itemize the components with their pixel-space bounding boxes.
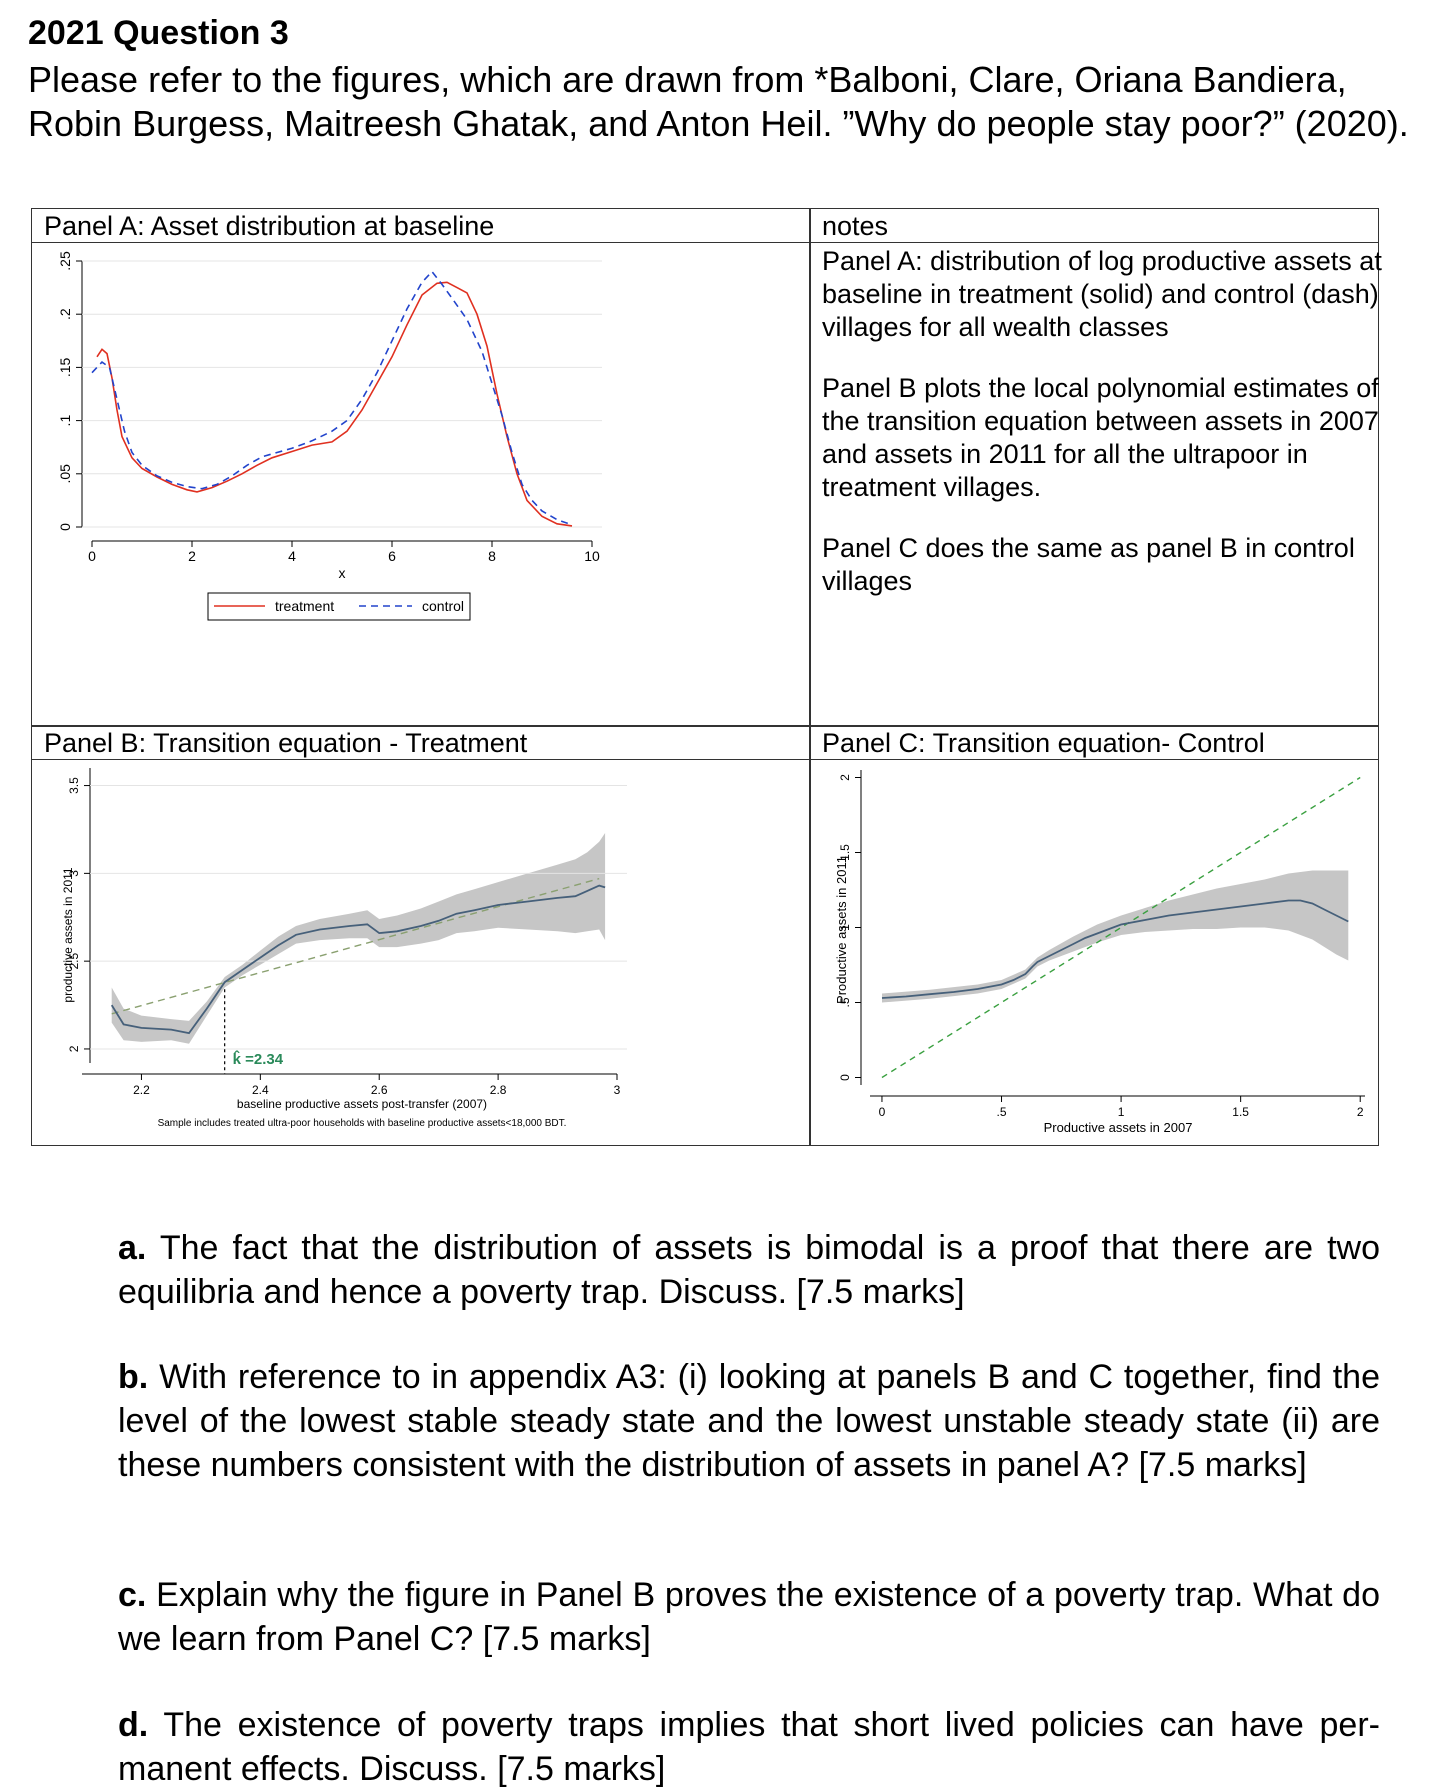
- x-tick-label: 8: [488, 548, 496, 564]
- y-tick-label: .2: [57, 308, 73, 320]
- y-tick-label: 0: [57, 523, 73, 531]
- question-a-label: a.: [118, 1229, 147, 1267]
- x-axis-label: Productive assets in 2007: [1044, 1120, 1193, 1135]
- question-b-label: b.: [118, 1358, 149, 1396]
- notes-body: Panel A: distribution of log productive …: [822, 245, 1382, 626]
- note-panel-b: Panel B plots the local polynomial estim…: [822, 373, 1379, 502]
- y-tick-label: .05: [57, 464, 73, 484]
- note-panel-c: Panel C does the same as panel B in cont…: [822, 533, 1355, 596]
- notes-panel: notes Panel A: distribution of log produ…: [809, 208, 1382, 727]
- panel-b: Panel B: Transition equation - Treatment…: [31, 725, 811, 1146]
- x-tick-label: 3: [614, 1083, 621, 1097]
- question-c: c. Explain why the figure in Panel B pro…: [118, 1573, 1380, 1661]
- question-title: 2021 Question 3: [28, 14, 289, 52]
- transition-curve: [881, 899, 1349, 999]
- y-tick-label: 0: [838, 1074, 852, 1081]
- y-tick-label: 2: [67, 1045, 81, 1052]
- x-tick-label: 6: [388, 548, 396, 564]
- question-c-label: c.: [118, 1576, 147, 1614]
- question-a: a. The fact that the distribution of ass…: [118, 1226, 1380, 1314]
- k-hat-annotation: k̂ =2.34: [233, 1049, 284, 1068]
- panel-a-title: Panel A: Asset distribution at baseline: [44, 211, 495, 241]
- y-tick-label: .5: [838, 997, 852, 1007]
- y-tick-label: 1.5: [838, 844, 852, 861]
- y-tick-label: 3.5: [67, 777, 81, 794]
- panel-b-title: Panel B: Transition equation - Treatment: [44, 728, 528, 758]
- panel-a: Panel A: Asset distribution at baseline …: [31, 208, 811, 727]
- x-tick-label: 2.6: [371, 1083, 388, 1097]
- panel-c: Panel C: Transition equation- Control 0.…: [809, 725, 1379, 1146]
- question-d: d. The existence of poverty traps implie…: [118, 1703, 1380, 1791]
- series-line-control: [91, 270, 573, 526]
- notes-title: notes: [822, 211, 889, 241]
- x-tick-label: .5: [997, 1105, 1007, 1119]
- x-axis-label: x: [339, 565, 346, 581]
- transition-curve: [110, 884, 606, 1035]
- x-tick-label: 4: [288, 548, 296, 564]
- question-c-text: Explain why the figure in Panel B proves…: [118, 1576, 1380, 1658]
- legend-label-treatment: treatment: [275, 598, 334, 614]
- y-tick-label: .25: [57, 251, 73, 271]
- confidence-band: [111, 833, 606, 1044]
- question-b-text: With reference to in appendix A3: (i) lo…: [118, 1358, 1380, 1484]
- y-tick-label: 2: [838, 774, 852, 781]
- x-tick-label: 2: [188, 548, 196, 564]
- intro-text: Please refer to the figures, which are d…: [28, 59, 1409, 144]
- x-tick-label: 0: [88, 548, 96, 564]
- x-tick-label: 10: [584, 548, 600, 564]
- x-tick-label: 2.8: [490, 1083, 507, 1097]
- legend: treatment control: [207, 592, 471, 621]
- y-tick-label: 1: [838, 924, 852, 931]
- question-b: b. With reference to in appendix A3: (i)…: [118, 1355, 1380, 1487]
- confidence-band: [882, 870, 1349, 1003]
- series-line-treatment: [96, 281, 573, 527]
- y-tick-label: 3: [67, 870, 81, 877]
- x-tick-label: 1.5: [1232, 1105, 1249, 1119]
- x-tick-label: 2.4: [252, 1083, 269, 1097]
- sample-note: Sample includes treated ultra-poor house…: [158, 1118, 567, 1129]
- reference-45-line: [111, 877, 600, 1015]
- x-tick-label: 2: [1357, 1105, 1364, 1119]
- y-axis-label: productive assets in 2011: [61, 867, 75, 1003]
- legend-label-control: control: [422, 598, 464, 614]
- panel-b-chart: 2 2.5 3 3.5 2.2 2.4 2.6 2.8 3 k̂ =2.34 baseline pr…: [61, 768, 627, 1129]
- y-tick-label: .1: [57, 415, 73, 427]
- x-tick-label: 2.2: [133, 1083, 150, 1097]
- y-tick-label: .15: [57, 357, 73, 377]
- question-d-text: The existence of poverty traps implies t…: [118, 1706, 1380, 1788]
- y-axis-label: Productive assets in 2011: [834, 856, 849, 1004]
- x-axis-label: baseline productive assets post-transfer…: [237, 1097, 487, 1111]
- question-a-text: The fact that the distribution of assets…: [118, 1229, 1380, 1311]
- panel-a-chart: 0 .05 .1 .15 .2 .25 0 2 4 6 8 10 x treatment control: [57, 251, 602, 621]
- x-tick-label: 0: [879, 1105, 886, 1119]
- panel-c-title: Panel C: Transition equation- Control: [822, 728, 1265, 758]
- note-panel-a: Panel A: distribution of log productive …: [822, 246, 1382, 342]
- question-d-label: d.: [118, 1706, 149, 1744]
- x-tick-label: 1: [1118, 1105, 1125, 1119]
- y-tick-label: 2.5: [67, 952, 81, 969]
- panel-c-chart: 0 .5 1 1.5 2 0 .5 1 1.5 2 Productive assets in 200…: [834, 770, 1365, 1135]
- figure-grid: Panel A: Asset distribution at baseline …: [31, 208, 1382, 1146]
